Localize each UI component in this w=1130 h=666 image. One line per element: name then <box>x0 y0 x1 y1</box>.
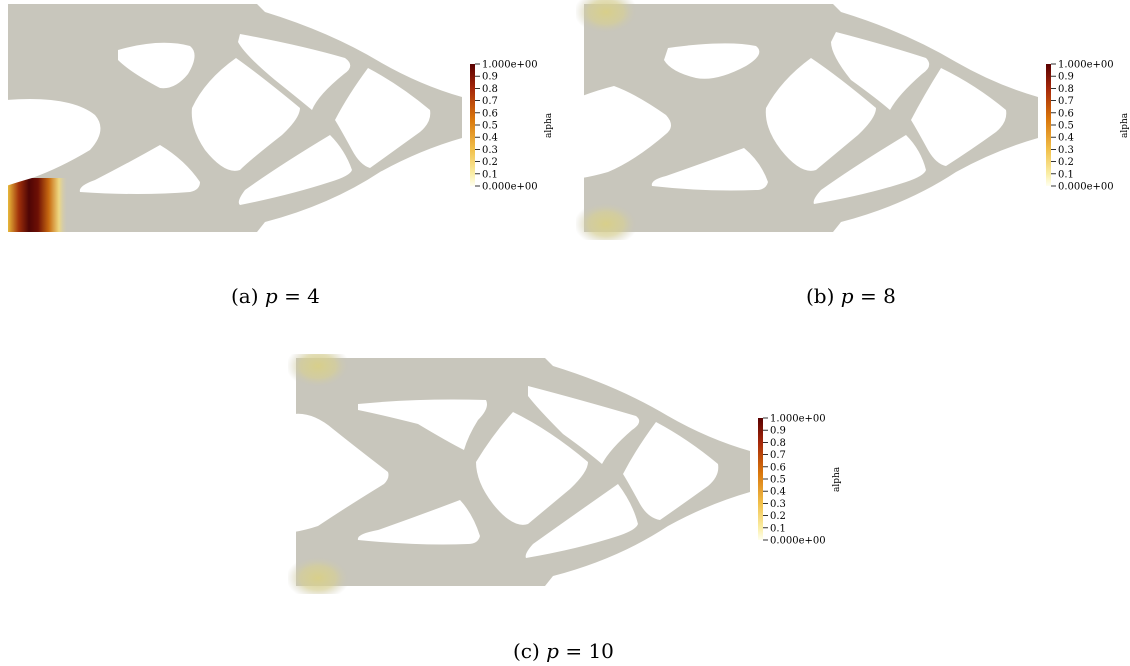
alpha-glow-bottom <box>576 202 638 240</box>
colorbar-tick-label: 0.1 <box>482 169 498 180</box>
colorbar-title: alpha <box>1120 112 1130 138</box>
hole <box>118 42 195 89</box>
colorbar-tick-label: 0.000e+00 <box>1058 182 1114 193</box>
panel-c: 1.000e+00 0.9 0.8 0.7 0.6 0.5 0.4 0.3 0.2 0.1 0.00… <box>288 354 848 594</box>
panel-b: 1.000e+00 0.9 0.8 0.7 0.6 0.5 0.4 0.3 0.2 0.1 0.00… <box>576 0 1130 240</box>
colorbar-tick-label: 0.4 <box>482 133 498 144</box>
colorbar-title: alpha <box>544 112 554 138</box>
hole <box>357 500 480 545</box>
caption-label: (b) <box>806 284 835 308</box>
colorbar-tick-label: 0.8 <box>1058 84 1074 95</box>
caption-equation: = 8 <box>859 284 896 308</box>
left-notch <box>294 413 389 532</box>
hole <box>476 412 588 525</box>
panel-a-figure: 1.000e+000.90.80.70.6 0.50.40.30.20.1 0.00… <box>6 4 554 232</box>
alpha-hot-region <box>8 178 68 232</box>
hole <box>238 135 352 205</box>
colorbar <box>758 418 763 540</box>
colorbar-tick-label: 0.3 <box>482 145 498 156</box>
colorbar-tick-label: 1.000e+00 <box>770 414 826 425</box>
colorbar-tick-label: 0.1 <box>1058 169 1074 180</box>
hole <box>238 34 351 110</box>
hole <box>911 68 1007 166</box>
panel-a: 1.000e+00 0.9 0.8 0.7 0.6 0.5 0.4 0.3 0.2 0.1 0.00… <box>0 0 560 240</box>
caption-c: (c) p = 10 <box>513 639 614 663</box>
colorbar-tick-label: 0.9 <box>482 72 498 83</box>
caption-p-symbol: p <box>264 284 278 308</box>
hole <box>525 484 638 558</box>
caption-b: (b) p = 8 <box>806 284 896 308</box>
hole <box>831 32 930 110</box>
hole <box>664 43 760 79</box>
colorbar-ticks: 1.000e+000.90.80.70.6 0.50.40.30.20.1 0.00… <box>763 414 826 547</box>
colorbar-tick-label: 0.9 <box>770 426 786 437</box>
colorbar-tick-label: 0.9 <box>1058 72 1074 83</box>
colorbar-tick-label: 0.4 <box>1058 133 1074 144</box>
caption-p-symbol: p <box>840 284 854 308</box>
colorbar-tick-label: 0.000e+00 <box>482 182 538 193</box>
colorbar-title: alpha <box>832 466 842 492</box>
colorbar-tick-label: 0.4 <box>770 487 786 498</box>
caption-a: (a) p = 4 <box>231 284 320 308</box>
colorbar-tick-label: 0.8 <box>770 438 786 449</box>
colorbar-tick-label: 0.7 <box>482 96 498 107</box>
colorbar-tick-label: 0.6 <box>482 108 498 119</box>
alpha-glow-top <box>576 0 638 34</box>
colorbar-tick-label: 0.3 <box>770 499 786 510</box>
caption-label: (c) <box>513 639 540 663</box>
colorbar-tick-label: 0.1 <box>770 523 786 534</box>
hole <box>528 386 640 464</box>
colorbar <box>1046 64 1051 186</box>
colorbar-tick-label: 0.5 <box>1058 121 1074 132</box>
colorbar-tick-label: 0.5 <box>770 475 786 486</box>
colorbar-tick-label: 0.3 <box>1058 145 1074 156</box>
colorbar-tick-label: 0.7 <box>770 450 786 461</box>
colorbar-tick-label: 1.000e+00 <box>1058 60 1114 71</box>
colorbar-ticks: 1.000e+000.90.80.70.6 0.50.40.30.20.1 0.00… <box>475 60 538 193</box>
hole <box>335 68 431 168</box>
hole <box>358 399 487 450</box>
colorbar-tick-label: 0.2 <box>1058 157 1074 168</box>
left-notch <box>6 99 101 186</box>
caption-equation: = 10 <box>565 639 614 663</box>
colorbar-tick-label: 0.2 <box>770 511 786 522</box>
caption-p-symbol: p <box>546 639 559 663</box>
left-notch <box>582 86 671 178</box>
colorbar-tick-label: 0.2 <box>482 157 498 168</box>
colorbar <box>470 64 475 186</box>
caption-label: (a) <box>231 284 259 308</box>
hole <box>651 148 768 191</box>
panel-c-figure: 1.000e+000.90.80.70.6 0.50.40.30.20.1 0.00… <box>288 354 842 594</box>
colorbar-tick-label: 0.000e+00 <box>770 536 826 547</box>
colorbar-tick-label: 0.8 <box>482 84 498 95</box>
hole <box>623 422 719 520</box>
hole <box>191 58 300 171</box>
alpha-glow-top <box>288 354 350 388</box>
panel-b-figure: 1.000e+000.90.80.70.6 0.50.40.30.20.1 0.00… <box>576 0 1130 240</box>
hole <box>813 135 926 204</box>
colorbar-tick-label: 0.6 <box>1058 108 1074 119</box>
colorbar-tick-label: 1.000e+00 <box>482 60 538 71</box>
colorbar-tick-label: 0.7 <box>1058 96 1074 107</box>
colorbar-tick-label: 0.5 <box>482 121 498 132</box>
colorbar-tick-label: 0.6 <box>770 462 786 473</box>
hole <box>765 58 876 171</box>
caption-equation: = 4 <box>284 284 320 308</box>
alpha-glow-bottom <box>288 556 350 594</box>
hole <box>79 145 200 194</box>
colorbar-ticks: 1.000e+000.90.80.70.6 0.50.40.30.20.1 0.00… <box>1051 60 1114 193</box>
